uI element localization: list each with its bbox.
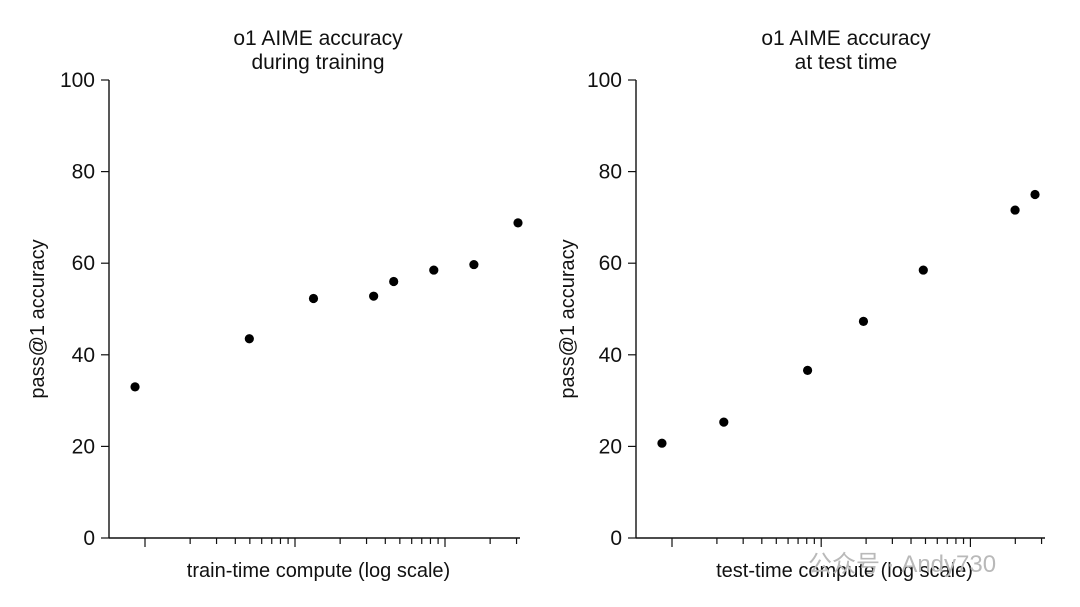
y-tick-label: 0 xyxy=(610,527,622,550)
data-point xyxy=(802,365,813,375)
y-tick-label: 0 xyxy=(83,527,95,550)
y-tick-label: 40 xyxy=(72,344,95,367)
x-axis-label: test-time compute (log scale) xyxy=(716,560,973,582)
y-tick-label: 20 xyxy=(72,435,95,458)
data-point xyxy=(1030,189,1040,200)
data-point xyxy=(389,276,399,287)
chart-title-line: o1 AIME accuracy xyxy=(233,27,403,50)
data-point xyxy=(858,316,869,326)
y-tick-label: 40 xyxy=(599,344,622,367)
y-tick-label: 100 xyxy=(60,69,95,92)
y-tick-label: 80 xyxy=(72,161,95,184)
y-axis-label: pass@1 accuracy xyxy=(27,239,49,398)
y-tick-label: 100 xyxy=(587,69,622,92)
data-point xyxy=(1010,205,1020,215)
data-point xyxy=(130,382,140,392)
chart-title-line: o1 AIME accuracy xyxy=(761,27,931,50)
y-tick-label: 60 xyxy=(599,252,622,275)
watermark-text: 公众号 · Andy730 xyxy=(808,551,996,578)
data-point xyxy=(369,291,379,301)
chart-title-line: during training xyxy=(251,51,384,74)
y-tick-label: 20 xyxy=(599,435,622,458)
data-point xyxy=(244,334,254,344)
data-point xyxy=(308,293,319,304)
y-tick-label: 60 xyxy=(72,252,95,275)
y-tick-label: 80 xyxy=(599,161,622,184)
data-point xyxy=(429,265,439,275)
x-axis-label: train-time compute (log scale) xyxy=(187,560,450,582)
data-point xyxy=(657,438,667,448)
data-point xyxy=(918,265,928,275)
data-point xyxy=(469,259,479,270)
data-point xyxy=(513,218,523,228)
y-axis-label: pass@1 accuracy xyxy=(557,239,579,398)
data-point xyxy=(719,417,729,427)
chart-title-line: at test time xyxy=(795,51,898,74)
